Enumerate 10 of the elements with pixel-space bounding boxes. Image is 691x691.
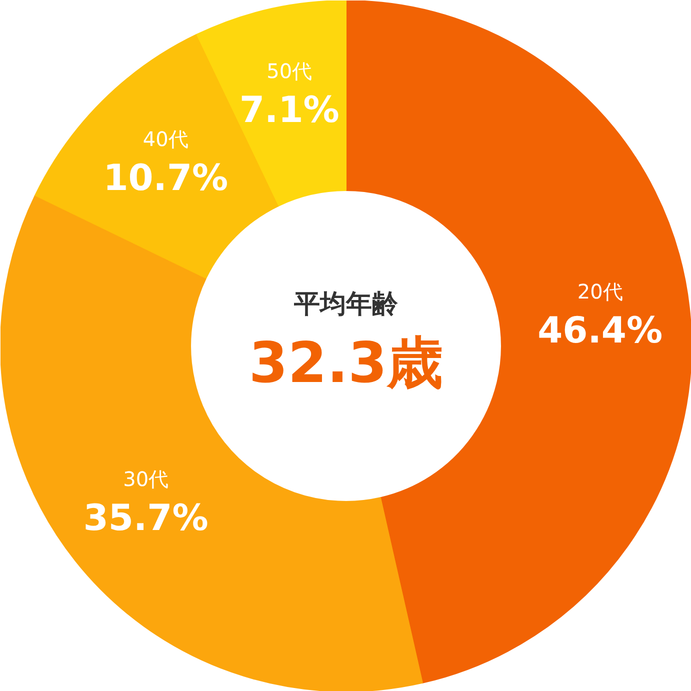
data-label: 7.1%: [239, 90, 340, 131]
data-label: 46.4%: [538, 310, 663, 352]
slice-label: 30代: [123, 467, 169, 492]
slice-label: 40代: [142, 126, 188, 151]
data-label: 35.7%: [83, 498, 208, 540]
slice-label: 50代: [266, 58, 312, 83]
data-label: 10.7%: [103, 158, 228, 199]
text: 32.3歳: [248, 330, 444, 396]
slice-label: 20代: [577, 280, 623, 304]
text: 平均年齢: [293, 290, 399, 320]
